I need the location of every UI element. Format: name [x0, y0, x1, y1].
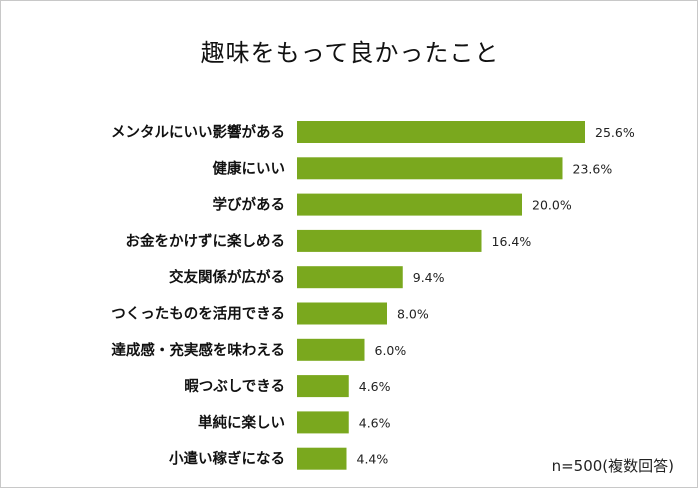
value-label: 25.6% — [595, 125, 635, 140]
category-label: お金をかけずに楽しめる — [126, 232, 286, 250]
bar — [297, 338, 365, 361]
category-label: 達成感・充実感を味わえる — [111, 341, 285, 359]
bar — [297, 302, 387, 325]
value-label: 16.4% — [492, 234, 532, 249]
bar — [297, 447, 347, 470]
value-label: 8.0% — [397, 307, 429, 322]
bar — [297, 121, 585, 143]
category-label: 暇つぶしできる — [184, 378, 285, 395]
category-label: 小遣い稼ぎになる — [169, 450, 285, 468]
value-label: 4.4% — [357, 452, 389, 467]
value-label: 9.4% — [413, 270, 445, 285]
bar — [297, 229, 482, 252]
value-label: 6.0% — [375, 343, 407, 358]
category-label: 健康にいい — [213, 159, 286, 177]
value-label: 20.0% — [532, 198, 572, 213]
value-label: 4.6% — [359, 379, 391, 394]
bar — [297, 266, 403, 289]
bar — [297, 411, 349, 434]
category-label: 学びがある — [213, 196, 286, 214]
category-label: 交友関係が広がる — [169, 268, 285, 286]
bar — [297, 157, 563, 180]
bar — [297, 193, 522, 216]
value-label: 4.6% — [359, 415, 391, 430]
bar — [297, 375, 349, 398]
chart-title: 趣味をもって良かったこと — [200, 39, 500, 67]
sample-note: n=500(複数回答) — [551, 457, 674, 475]
category-label: つくったものを活用できる — [111, 305, 285, 323]
value-label: 23.6% — [573, 161, 613, 176]
category-label: メンタルにいい影響がある — [111, 123, 285, 141]
category-label: 単純に楽しい — [198, 413, 285, 431]
